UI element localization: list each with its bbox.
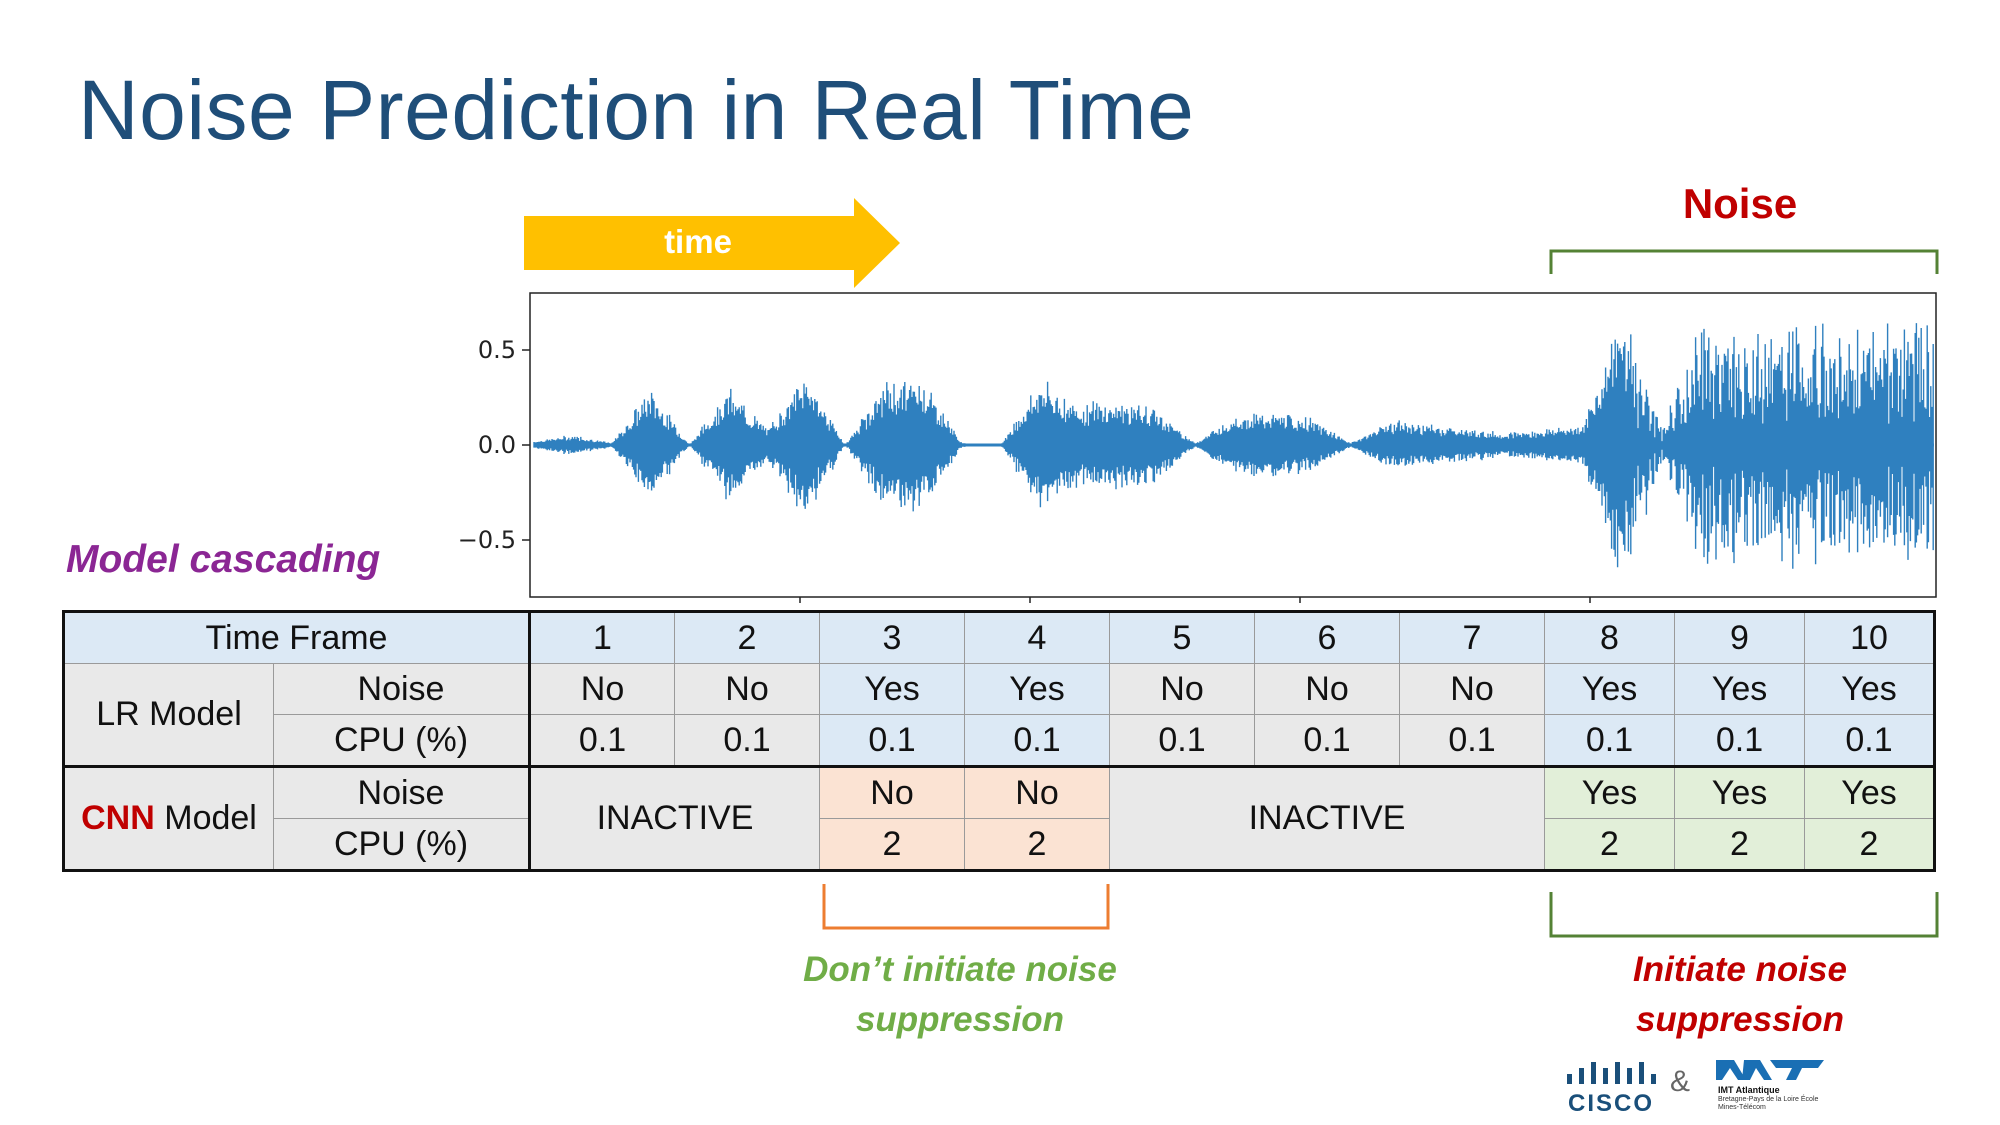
cnn-cpu-cell: 2: [1804, 818, 1936, 872]
cnn-noise-cell: No: [964, 766, 1110, 819]
dont-initiate-line1: Don’t initiate noise: [803, 950, 1117, 989]
lr-cpu-cell: 0.1: [1804, 714, 1936, 768]
frame-3: 3: [819, 610, 965, 664]
lr-cpu-cell: 0.1: [529, 714, 675, 768]
cisco-bars-icon: [1567, 1062, 1656, 1084]
noise-label: Noise: [1682, 180, 1798, 227]
lr-cpu-label: CPU (%): [273, 714, 531, 768]
frame-5: 5: [1109, 610, 1255, 664]
cnn-cpu-cell: 2: [964, 818, 1110, 872]
dont-initiate-line2: suppression: [855, 1000, 1065, 1039]
cnn-label-strong: CNN: [81, 799, 155, 837]
imt-logo-icon: [1716, 1060, 1824, 1080]
suppression-bracket: [1549, 892, 1939, 938]
frame-8: 8: [1544, 610, 1675, 664]
lr-cpu-cell: 0.1: [674, 714, 820, 768]
lr-noise-cell: Yes: [819, 663, 965, 715]
cnn-cpu-cell: 2: [819, 818, 965, 872]
initiate-line2: suppression: [1635, 1000, 1845, 1039]
y-tick-label: 0.5: [478, 336, 516, 364]
cnn-inactive-5-7: INACTIVE: [1109, 766, 1545, 872]
y-tick-label: −0.5: [458, 526, 516, 554]
lr-noise-label: Noise: [273, 663, 531, 715]
cnn-cpu-cell: 2: [1674, 818, 1805, 872]
model-cascade-table: Time Frame 1 2 3 4 5 6 7 8 9 10 LR Model…: [62, 610, 1936, 872]
time-arrow-icon: [524, 198, 900, 288]
frame-1: 1: [529, 610, 675, 664]
time-frame-header: Time Frame: [62, 610, 531, 664]
lr-noise-cell: No: [529, 663, 675, 715]
lr-noise-cell: Yes: [1804, 663, 1936, 715]
lr-cpu-cell: 0.1: [819, 714, 965, 768]
initiate-caption: Initiate noise suppression: [1580, 945, 1900, 1045]
no-suppression-bracket: [822, 884, 1110, 930]
lr-cpu-cell: 0.1: [1399, 714, 1545, 768]
cnn-noise-cell: No: [819, 766, 965, 819]
frame-7: 7: [1399, 610, 1545, 664]
frame-4: 4: [964, 610, 1110, 664]
noise-bracket-top: [1549, 249, 1939, 274]
frame-2: 2: [674, 610, 820, 664]
model-cascading-label: Model cascading: [66, 538, 381, 581]
lr-noise-cell: No: [1109, 663, 1255, 715]
dont-initiate-caption: Don’t initiate noise suppression: [760, 945, 1160, 1045]
lr-model-label: LR Model: [62, 663, 274, 768]
logo-ampersand: &: [1670, 1065, 1691, 1098]
y-tick-label: 0.0: [478, 431, 516, 459]
waveform-plot: 0.5 0.0 −0.5: [458, 292, 1937, 603]
lr-noise-cell: No: [1399, 663, 1545, 715]
cnn-noise-cell: Yes: [1804, 766, 1936, 819]
frame-10: 10: [1804, 610, 1936, 664]
cnn-label-rest: Model: [154, 799, 257, 837]
slide-title: Noise Prediction in Real Time: [78, 63, 1195, 157]
lr-noise-cell: Yes: [1544, 663, 1675, 715]
lr-noise-cell: No: [674, 663, 820, 715]
lr-cpu-cell: 0.1: [1544, 714, 1675, 768]
lr-noise-cell: Yes: [1674, 663, 1805, 715]
lr-cpu-cell: 0.1: [1254, 714, 1400, 768]
waveform-axes: 0.5 0.0 −0.5: [458, 292, 1937, 603]
cnn-noise-cell: Yes: [1544, 766, 1675, 819]
lr-cpu-cell: 0.1: [964, 714, 1110, 768]
lr-noise-cell: Yes: [964, 663, 1110, 715]
cnn-inactive-1-2: INACTIVE: [529, 766, 820, 872]
lr-cpu-cell: 0.1: [1674, 714, 1805, 768]
cnn-model-label: CNN Model: [62, 766, 274, 872]
cnn-cpu-label: CPU (%): [273, 818, 531, 872]
cisco-logo: CISCO: [1568, 1090, 1655, 1117]
frame-9: 9: [1674, 610, 1805, 664]
cnn-noise-label: Noise: [273, 766, 531, 819]
waveform-series: [533, 323, 1934, 569]
imt-logo-text: IMT Atlantique: [1718, 1085, 1780, 1095]
cnn-cpu-cell: 2: [1544, 818, 1675, 872]
imt-logo-subtitle: Bretagne-Pays de la Loire École Mines-Té…: [1718, 1096, 1819, 1111]
cnn-noise-cell: Yes: [1674, 766, 1805, 819]
initiate-line1: Initiate noise: [1633, 950, 1847, 989]
lr-noise-cell: No: [1254, 663, 1400, 715]
frame-6: 6: [1254, 610, 1400, 664]
lr-cpu-cell: 0.1: [1109, 714, 1255, 768]
time-arrow-label: time: [664, 223, 732, 260]
